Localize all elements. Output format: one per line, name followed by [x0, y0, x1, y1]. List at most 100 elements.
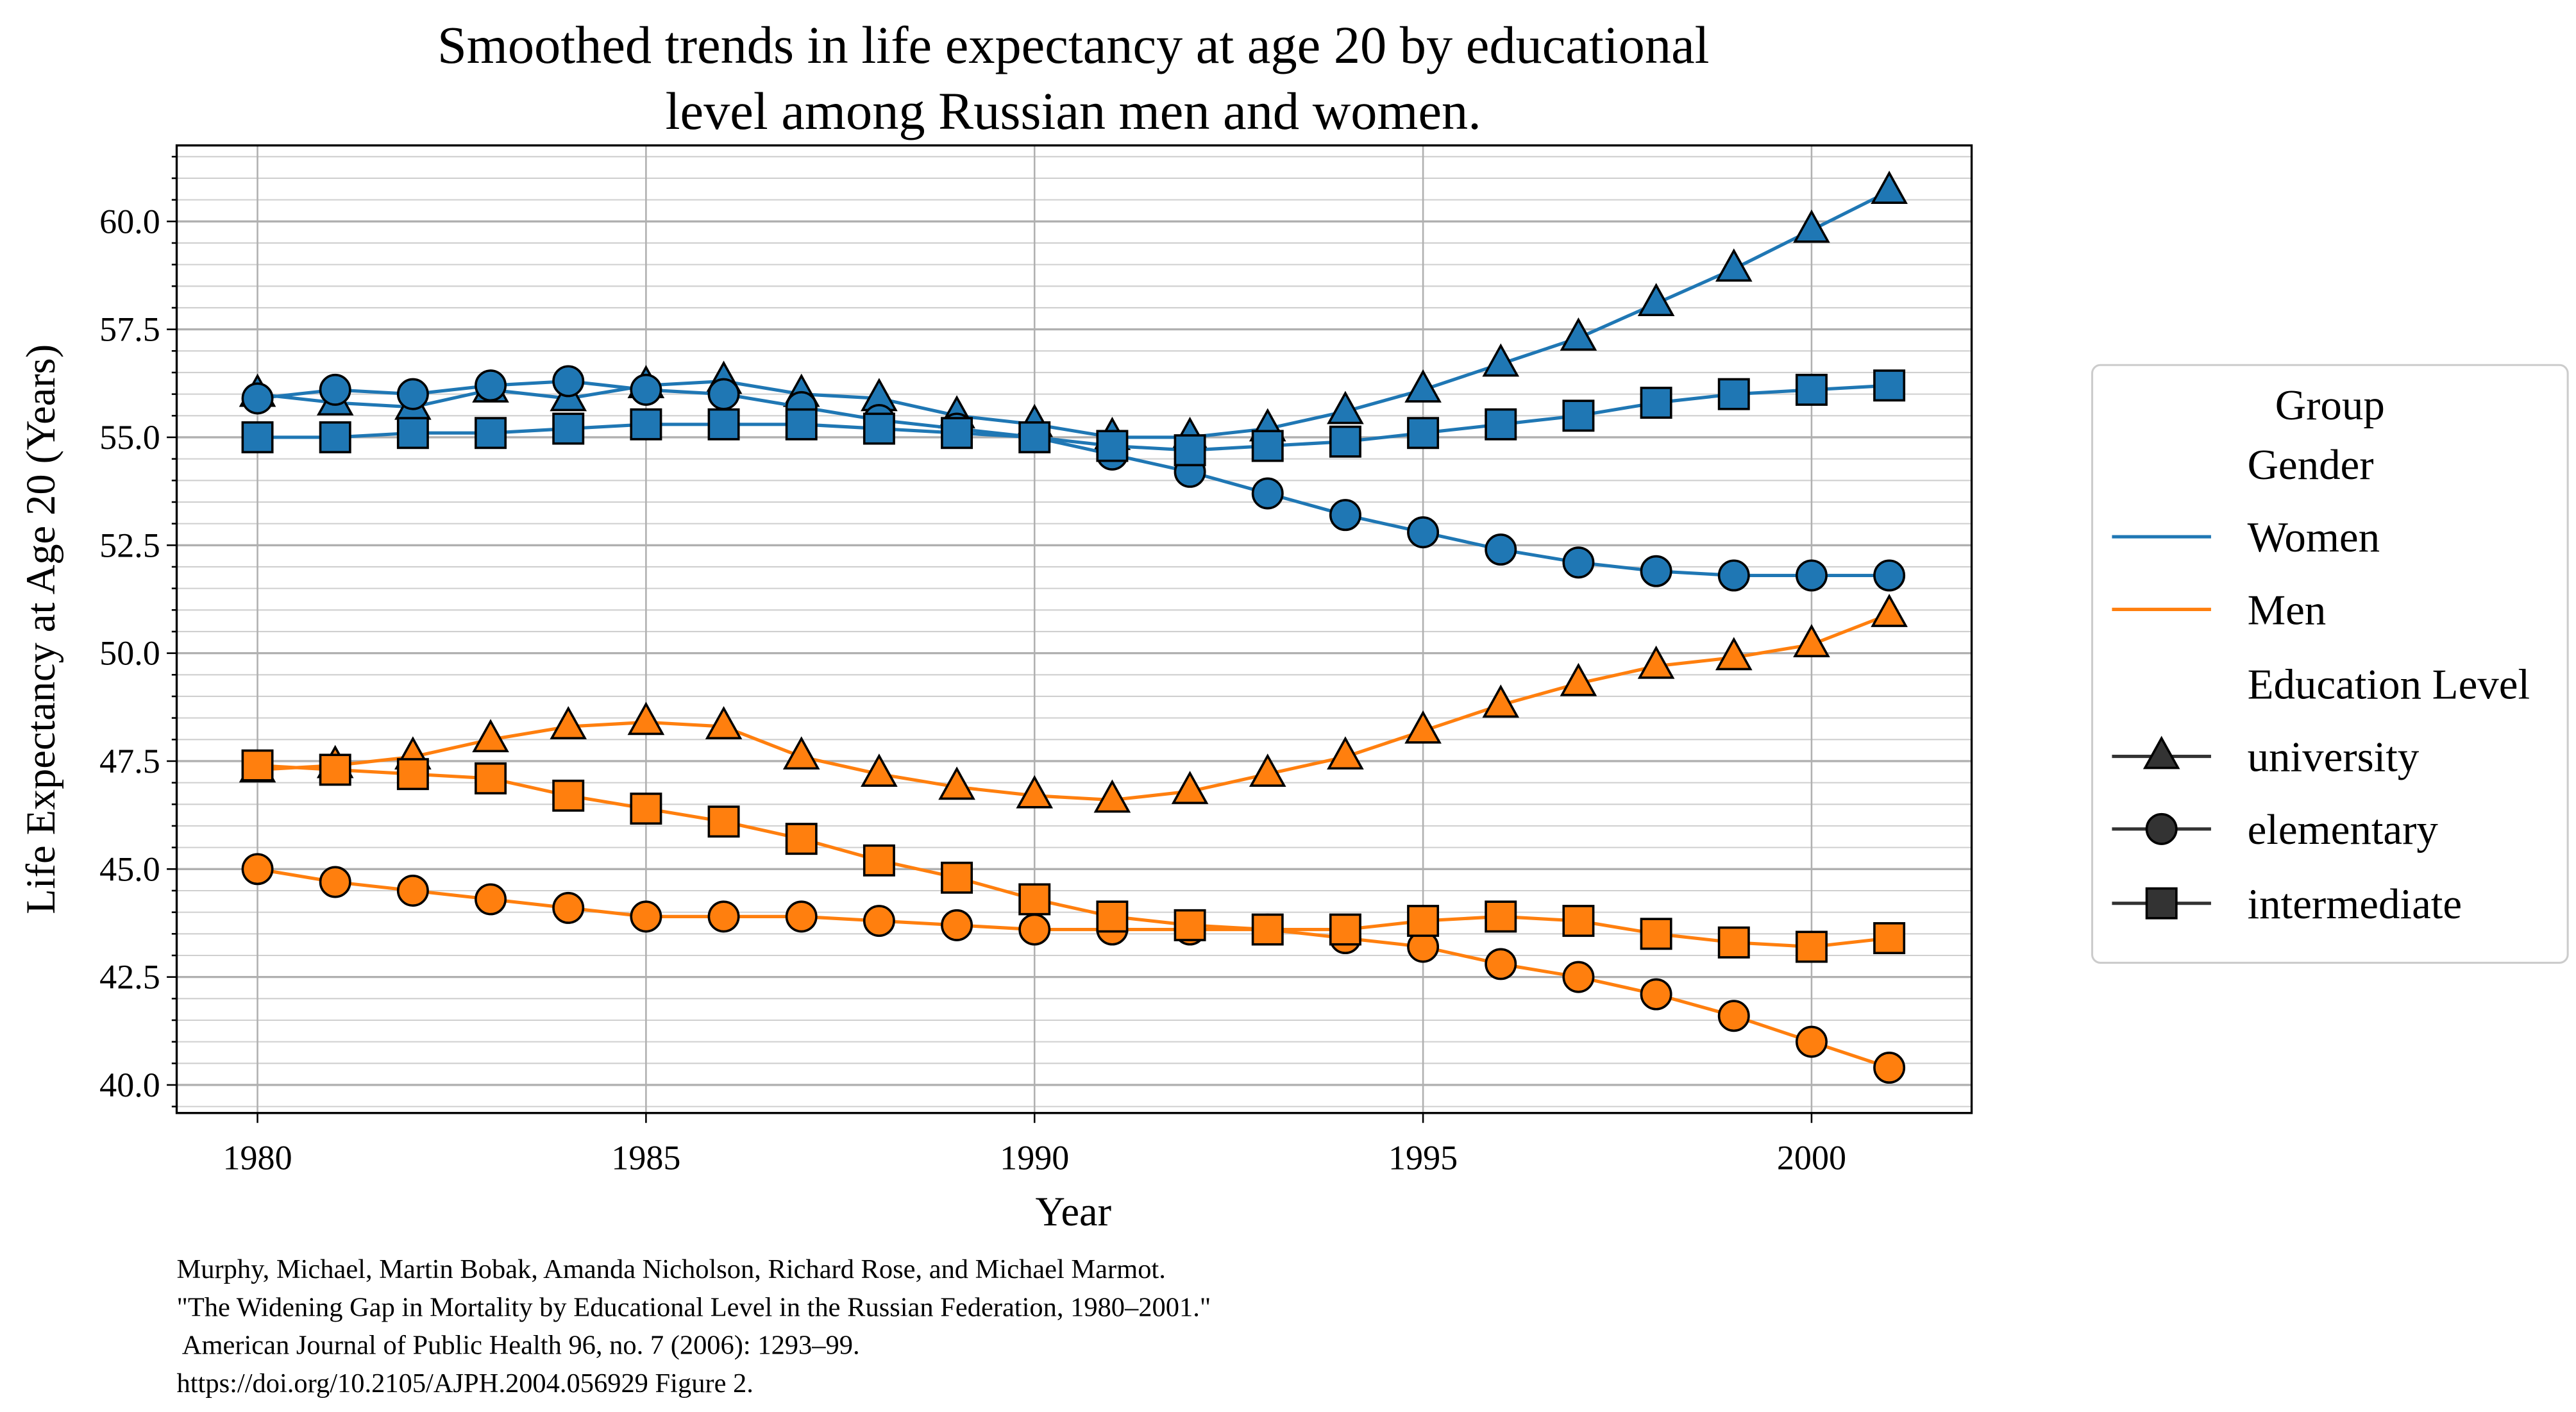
data-point-square	[1562, 905, 1595, 937]
y-tick-label: 60.0	[99, 202, 160, 240]
data-point-square	[1251, 430, 1284, 462]
data-point-triangle	[1404, 369, 1442, 403]
legend: Group Gender Women Men Education Level unive…	[2091, 364, 2569, 964]
data-point-circle	[1562, 961, 1595, 993]
series-line	[257, 383, 1890, 452]
data-point-circle	[1795, 1025, 1828, 1058]
x-tick-label: 1980	[223, 1138, 292, 1177]
data-point-square	[1873, 922, 1906, 955]
caption-line-4: https://doi.org/10.2105/AJPH.2004.056929…	[177, 1368, 753, 1399]
data-point-circle	[1018, 913, 1051, 946]
data-point-square	[1640, 918, 1672, 950]
data-point-circle	[630, 900, 662, 933]
data-point-square	[552, 412, 585, 445]
chart-title-line-1: Smoothed trends in life expectancy at ag…	[437, 16, 1710, 74]
x-tick-label: 1995	[1388, 1138, 1458, 1177]
data-point-square	[630, 793, 662, 825]
data-point-circle	[1873, 559, 1906, 592]
series-men-intermediate	[241, 749, 1906, 963]
y-axis-label: Life Expectancy at Age 20 (Years)	[18, 344, 63, 914]
y-tick-label: 57.5	[99, 310, 160, 349]
y-tick-label: 42.5	[99, 958, 160, 996]
x-axis-label: Year	[1035, 1189, 1111, 1234]
data-point-square	[1096, 430, 1129, 462]
data-point-triangle	[1404, 710, 1442, 744]
data-point-square	[1018, 883, 1051, 916]
data-point-triangle	[1871, 593, 1908, 627]
data-point-triangle	[1249, 753, 1286, 787]
y-tick-label: 50.0	[99, 634, 160, 673]
data-point-triangle	[861, 753, 898, 787]
data-point-triangle	[1560, 317, 1597, 351]
data-point-circle	[707, 900, 740, 933]
legend-item-intermediate: intermediate	[2112, 880, 2462, 928]
data-point-triangle	[1637, 283, 1675, 317]
legend-item-university: university	[2112, 734, 2420, 781]
data-point-circle	[1873, 1052, 1906, 1084]
data-point-circle	[319, 866, 351, 898]
data-point-square	[241, 749, 274, 782]
legend-triangle-icon	[2142, 735, 2180, 769]
data-point-circle	[241, 853, 274, 886]
data-point-triangle	[1637, 645, 1675, 679]
data-point-square	[1329, 913, 1361, 946]
y-tick-label: 45.0	[99, 850, 160, 888]
legend-square-icon	[2145, 887, 2178, 920]
legend-label: Women	[2248, 514, 2380, 561]
data-point-square	[785, 408, 818, 441]
caption-line-3: American Journal of Public Health 96, no…	[177, 1331, 860, 1361]
data-point-triangle	[1793, 209, 1830, 243]
x-tick-label: 1990	[1000, 1138, 1069, 1177]
legend-label: Men	[2248, 587, 2327, 634]
legend-label: university	[2248, 734, 2420, 781]
data-point-square	[1640, 387, 1672, 419]
data-point-square	[863, 412, 895, 445]
data-point-circle	[319, 373, 351, 406]
data-point-square	[241, 421, 274, 453]
caption: Murphy, Michael, Martin Bobak, Amanda Ni…	[177, 1254, 1211, 1399]
data-point-circle	[1717, 1000, 1750, 1032]
data-point-circle	[552, 891, 585, 924]
legend-item-men: Men	[2112, 587, 2326, 634]
data-point-square	[1485, 900, 1517, 933]
data-point-square	[1174, 909, 1206, 941]
data-point-square	[707, 805, 740, 838]
data-point-circle	[1717, 559, 1750, 592]
data-point-square	[1174, 434, 1206, 467]
y-tick-label: 40.0	[99, 1066, 160, 1104]
series-women-intermediate	[241, 369, 1906, 467]
data-point-triangle	[1016, 775, 1054, 809]
series-men-elementary	[241, 853, 1906, 1084]
series-layer	[239, 171, 1908, 1084]
data-point-triangle	[1482, 343, 1520, 377]
data-point-triangle	[1482, 684, 1520, 718]
legend-label: intermediate	[2248, 880, 2462, 928]
data-point-circle	[785, 900, 818, 933]
x-tick-label: 1985	[611, 1138, 680, 1177]
data-point-triangle	[1327, 736, 1364, 770]
ticks: 1980 1985 1990 1995 2000 40.0 42.5 45.0 47.5 50.0…	[99, 156, 1846, 1177]
caption-line-1: Murphy, Michael, Martin Bobak, Amanda Ni…	[177, 1254, 1166, 1284]
caption-line-2: "The Widening Gap in Mortality by Educat…	[177, 1292, 1211, 1322]
data-point-circle	[475, 883, 507, 916]
legend-label: elementary	[2248, 806, 2439, 853]
data-point-circle	[396, 874, 429, 907]
plot-frame	[175, 144, 1973, 1114]
data-point-triangle	[1560, 662, 1597, 696]
legend-label: Education Level	[2248, 660, 2530, 708]
data-point-circle	[1251, 477, 1284, 510]
data-point-circle	[630, 373, 662, 406]
data-point-circle	[396, 378, 429, 410]
chart-title-line-2: level among Russian men and women.	[666, 82, 1481, 140]
y-tick-label: 47.5	[99, 742, 160, 780]
data-point-circle	[1407, 516, 1440, 549]
legend-circle-icon	[2145, 812, 2178, 845]
legend-item-gender: Gender	[2248, 441, 2374, 489]
data-point-square	[941, 417, 973, 450]
data-point-circle	[1640, 555, 1672, 587]
data-point-square	[1795, 373, 1828, 406]
data-point-circle	[941, 909, 973, 941]
data-point-circle	[1485, 948, 1517, 980]
data-point-circle	[475, 369, 507, 402]
